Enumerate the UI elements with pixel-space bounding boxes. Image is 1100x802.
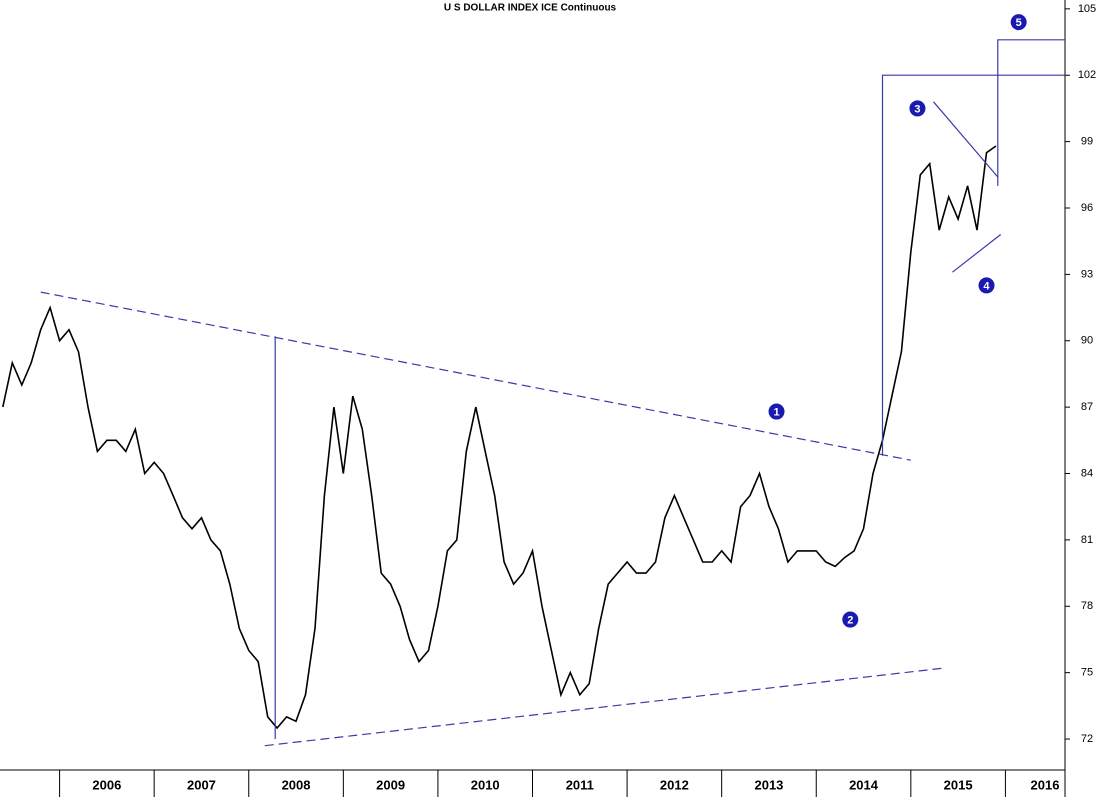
y-tick-label: 96	[1081, 202, 1093, 214]
y-tick-label: 93	[1081, 268, 1093, 280]
trend-line	[881, 74, 1065, 456]
x-tick-label: 2012	[660, 777, 689, 792]
x-tick-label: 2014	[849, 777, 879, 792]
annotation-label: 1	[773, 406, 779, 418]
trend-line	[933, 101, 999, 178]
price-line	[2, 145, 997, 730]
annotation-marker	[909, 100, 926, 117]
x-tick-label: 2008	[282, 777, 311, 792]
x-tick-label: 2007	[187, 777, 216, 792]
y-tick-label: 90	[1081, 335, 1093, 347]
annotation-label: 4	[983, 280, 990, 292]
annotation-marker	[842, 611, 859, 628]
y-tick-label: 72	[1081, 733, 1093, 745]
y-tick-label: 99	[1081, 136, 1093, 148]
y-tick-label: 102	[1078, 69, 1096, 81]
y-tick-label: 81	[1081, 534, 1093, 546]
x-tick-label: 2011	[566, 777, 594, 792]
annotation-label: 5	[1016, 17, 1022, 29]
annotation-marker	[978, 277, 995, 294]
trend-line	[952, 234, 1002, 273]
x-tick-label: 2010	[471, 777, 500, 792]
y-tick-label: 84	[1081, 467, 1093, 479]
x-tick-label: 2006	[92, 777, 121, 792]
x-tick-label: 2015	[944, 777, 973, 792]
annotation-marker	[1010, 14, 1027, 31]
annotation-label: 3	[914, 103, 920, 115]
x-tick-label: 2009	[376, 777, 405, 792]
annotation-marker	[768, 403, 785, 420]
y-tick-label: 78	[1081, 600, 1093, 612]
y-tick-label: 75	[1081, 667, 1093, 679]
trend-line	[264, 667, 944, 747]
y-tick-label: 105	[1078, 3, 1096, 15]
annotation-label: 2	[847, 614, 853, 626]
trend-line	[997, 39, 1065, 186]
y-tick-label: 87	[1081, 401, 1093, 413]
chart-title: U S DOLLAR INDEX ICE Continuous	[444, 3, 617, 14]
trend-line	[40, 291, 911, 461]
x-tick-label: 2013	[754, 777, 783, 792]
x-tick-label: 2016	[1031, 777, 1060, 792]
